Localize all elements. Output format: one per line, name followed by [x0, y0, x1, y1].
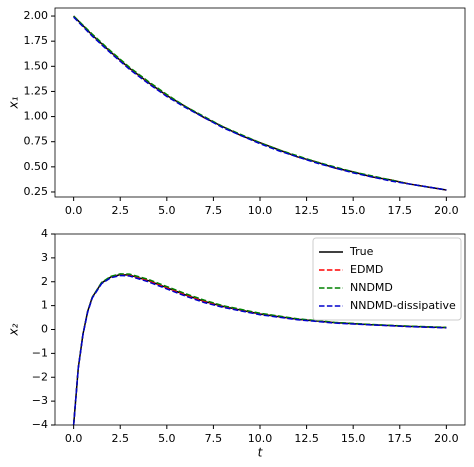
x-tick-label: 0.0 — [65, 432, 83, 445]
x-tick-label: 10.0 — [248, 204, 273, 217]
x-tick-label: 20.0 — [434, 204, 459, 217]
y-tick-label: 1.75 — [24, 34, 49, 47]
y-tick-label: 1 — [41, 299, 48, 312]
series-line — [72, 274, 447, 426]
x-tick-label: 7.5 — [205, 204, 223, 217]
legend-label: True — [349, 245, 374, 258]
x-tick-label: 12.5 — [294, 432, 319, 445]
y-tick-label: 1.00 — [24, 110, 49, 123]
x-tick-label: 2.5 — [111, 432, 129, 445]
y-tick-label: 1.50 — [24, 59, 49, 72]
axes-frame — [54, 233, 466, 426]
legend-label: NNDMD-dissipative — [350, 299, 456, 312]
legend-label: NNDMD — [350, 281, 393, 294]
series-line — [73, 16, 447, 191]
legend-label: EDMD — [350, 263, 383, 276]
x-tick-label: 20.0 — [434, 432, 459, 445]
y-tick-label: 0 — [41, 323, 48, 336]
y-tick-label: 0.25 — [24, 185, 49, 198]
x-tick-label: 17.5 — [388, 432, 413, 445]
y-axis-label: x₁ — [7, 96, 21, 109]
x-tick-label: 7.5 — [205, 432, 223, 445]
y-tick-label: −4 — [32, 418, 48, 431]
y-tick-label: 4 — [41, 227, 48, 240]
x-tick-label: 5.0 — [158, 204, 176, 217]
x-tick-label: 10.0 — [248, 432, 273, 445]
legend-box — [312, 237, 462, 321]
y-tick-label: 0.50 — [24, 160, 49, 173]
series-line — [73, 15, 447, 191]
y-tick-label: 3 — [41, 251, 48, 264]
series-line — [73, 15, 447, 191]
x-tick-label: 12.5 — [294, 204, 319, 217]
y-tick-label: −1 — [32, 346, 48, 359]
y-tick-label: 2.00 — [24, 9, 49, 22]
x-tick-label: 17.5 — [388, 204, 413, 217]
series-line — [73, 15, 447, 191]
y-tick-label: 1.25 — [24, 84, 49, 97]
y-tick-label: 2 — [41, 275, 48, 288]
x-tick-label: 15.0 — [341, 204, 366, 217]
x-tick-label: 2.5 — [111, 204, 129, 217]
axes-frame — [54, 7, 466, 198]
y-tick-label: 0.75 — [24, 135, 49, 148]
x-tick-label: 0.0 — [65, 204, 83, 217]
y-tick-label: −3 — [32, 394, 48, 407]
y-tick-label: −2 — [32, 370, 48, 383]
x-tick-label: 15.0 — [341, 432, 366, 445]
x-tick-label: 5.0 — [158, 432, 176, 445]
y-axis-label: x₂ — [7, 323, 21, 336]
x-axis-label: t — [258, 446, 264, 460]
